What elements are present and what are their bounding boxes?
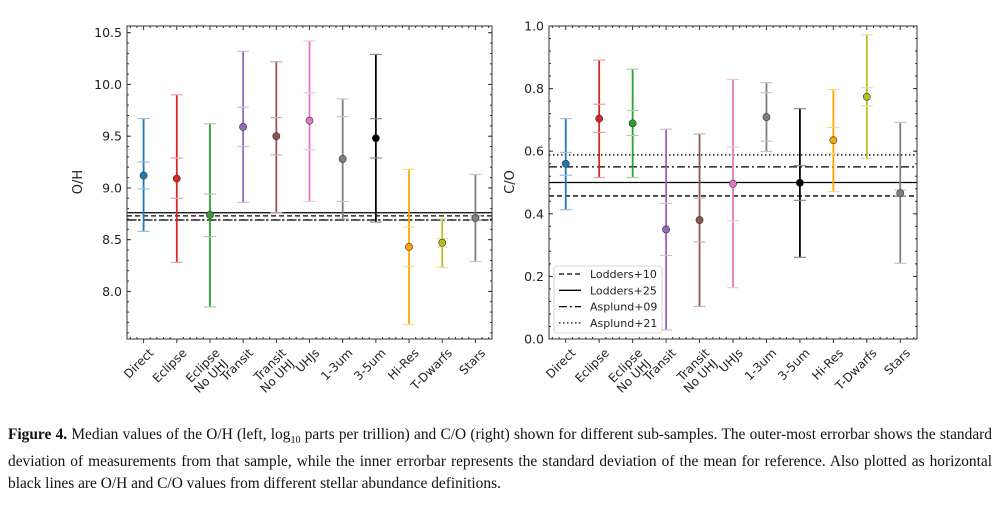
median-point — [595, 114, 604, 123]
caption-text-before: Median values of the O/H (left, log — [71, 426, 291, 443]
figure-caption: Figure 4. Median values of the O/H (left… — [8, 424, 992, 494]
co-panel: 0.00.20.40.60.81.0DirectEclipseEclipseNo… — [503, 19, 918, 396]
y-tick-label: 10.0 — [94, 77, 122, 92]
median-point — [762, 113, 771, 121]
y-tick-label: 0.4 — [524, 206, 544, 221]
y-tick-label: 0.8 — [524, 81, 544, 96]
median-point — [796, 178, 804, 187]
legend-box — [553, 265, 663, 334]
legend-entry-label: Lodders+25 — [590, 284, 657, 297]
median-point — [206, 210, 214, 219]
median-point — [438, 238, 447, 247]
caption-label: Figure 4. — [8, 426, 68, 443]
x-tick-label-line: 1-3um — [318, 346, 355, 383]
x-tick-label-line: Eclipse — [572, 346, 612, 386]
legend-entry-label: Asplund+21 — [590, 317, 657, 330]
x-tick-label-line: Stars — [881, 346, 913, 378]
median-point — [272, 132, 281, 141]
x-tick-label: Stars — [456, 346, 488, 378]
median-point — [239, 122, 248, 131]
x-tick-label-line: Stars — [456, 346, 488, 378]
median-point — [628, 119, 637, 128]
median-point — [405, 243, 413, 251]
y-tick-label: 8.0 — [102, 284, 122, 299]
legend-entry-label: Asplund+09 — [590, 301, 657, 314]
legend: Lodders+10 Lodders+25 Asplund+09 Asplund+21 — [553, 265, 663, 334]
median-point — [305, 116, 314, 125]
legend-entry-label: Lodders+10 — [590, 268, 657, 281]
median-point — [896, 189, 905, 198]
x-tick-label: Eclipse — [572, 346, 612, 386]
median-point — [338, 155, 347, 163]
y-tick-label: 0.6 — [524, 144, 544, 159]
median-point — [729, 179, 737, 188]
figure-4: 8.08.59.09.510.010.5DirectEclipseEclipse… — [71, 19, 918, 396]
median-point — [662, 225, 670, 234]
x-tick-label: UHJs — [716, 346, 745, 375]
x-tick-label: Stars — [881, 346, 913, 378]
x-tick-label-line: UHJs — [716, 346, 745, 375]
x-tick-label: UHJs — [293, 346, 322, 375]
median-point — [371, 134, 380, 143]
x-tick-label: 3-5um — [775, 346, 812, 383]
x-tick-label-line: 3-5um — [351, 346, 388, 383]
y-axis-label: C/O — [503, 170, 518, 194]
y-tick-label: 0.0 — [524, 332, 544, 347]
x-tick-label-line: UHJs — [293, 346, 322, 375]
median-point — [139, 171, 148, 180]
median-point — [829, 136, 838, 145]
y-axis-label: O/H — [71, 170, 86, 194]
y-tick-label: 1.0 — [524, 19, 544, 34]
median-point — [695, 216, 704, 224]
median-point — [471, 214, 480, 222]
oh-panel: 8.08.59.09.510.010.5DirectEclipseEclipse… — [71, 25, 493, 396]
y-tick-label: 9.5 — [102, 129, 122, 144]
median-point — [561, 159, 570, 168]
x-tick-label-line: 3-5um — [775, 346, 812, 383]
x-tick-label-line: Eclipse — [150, 346, 190, 386]
y-tick-label: 0.2 — [524, 269, 544, 284]
y-tick-label: 8.5 — [102, 232, 122, 247]
y-tick-label: 9.0 — [102, 180, 122, 195]
x-tick-label: Eclipse — [150, 346, 190, 386]
x-tick-label: 1-3um — [742, 346, 779, 383]
x-tick-label-line: 1-3um — [742, 346, 779, 383]
caption-subscript: 10 — [290, 435, 301, 447]
median-point — [862, 92, 871, 101]
caption-text-after: parts per trillion) and C/O (right) show… — [8, 426, 992, 492]
y-tick-label: 10.5 — [94, 25, 122, 40]
x-tick-label: 1-3um — [318, 346, 355, 383]
x-tick-label: 3-5um — [351, 346, 388, 383]
median-point — [172, 174, 181, 183]
